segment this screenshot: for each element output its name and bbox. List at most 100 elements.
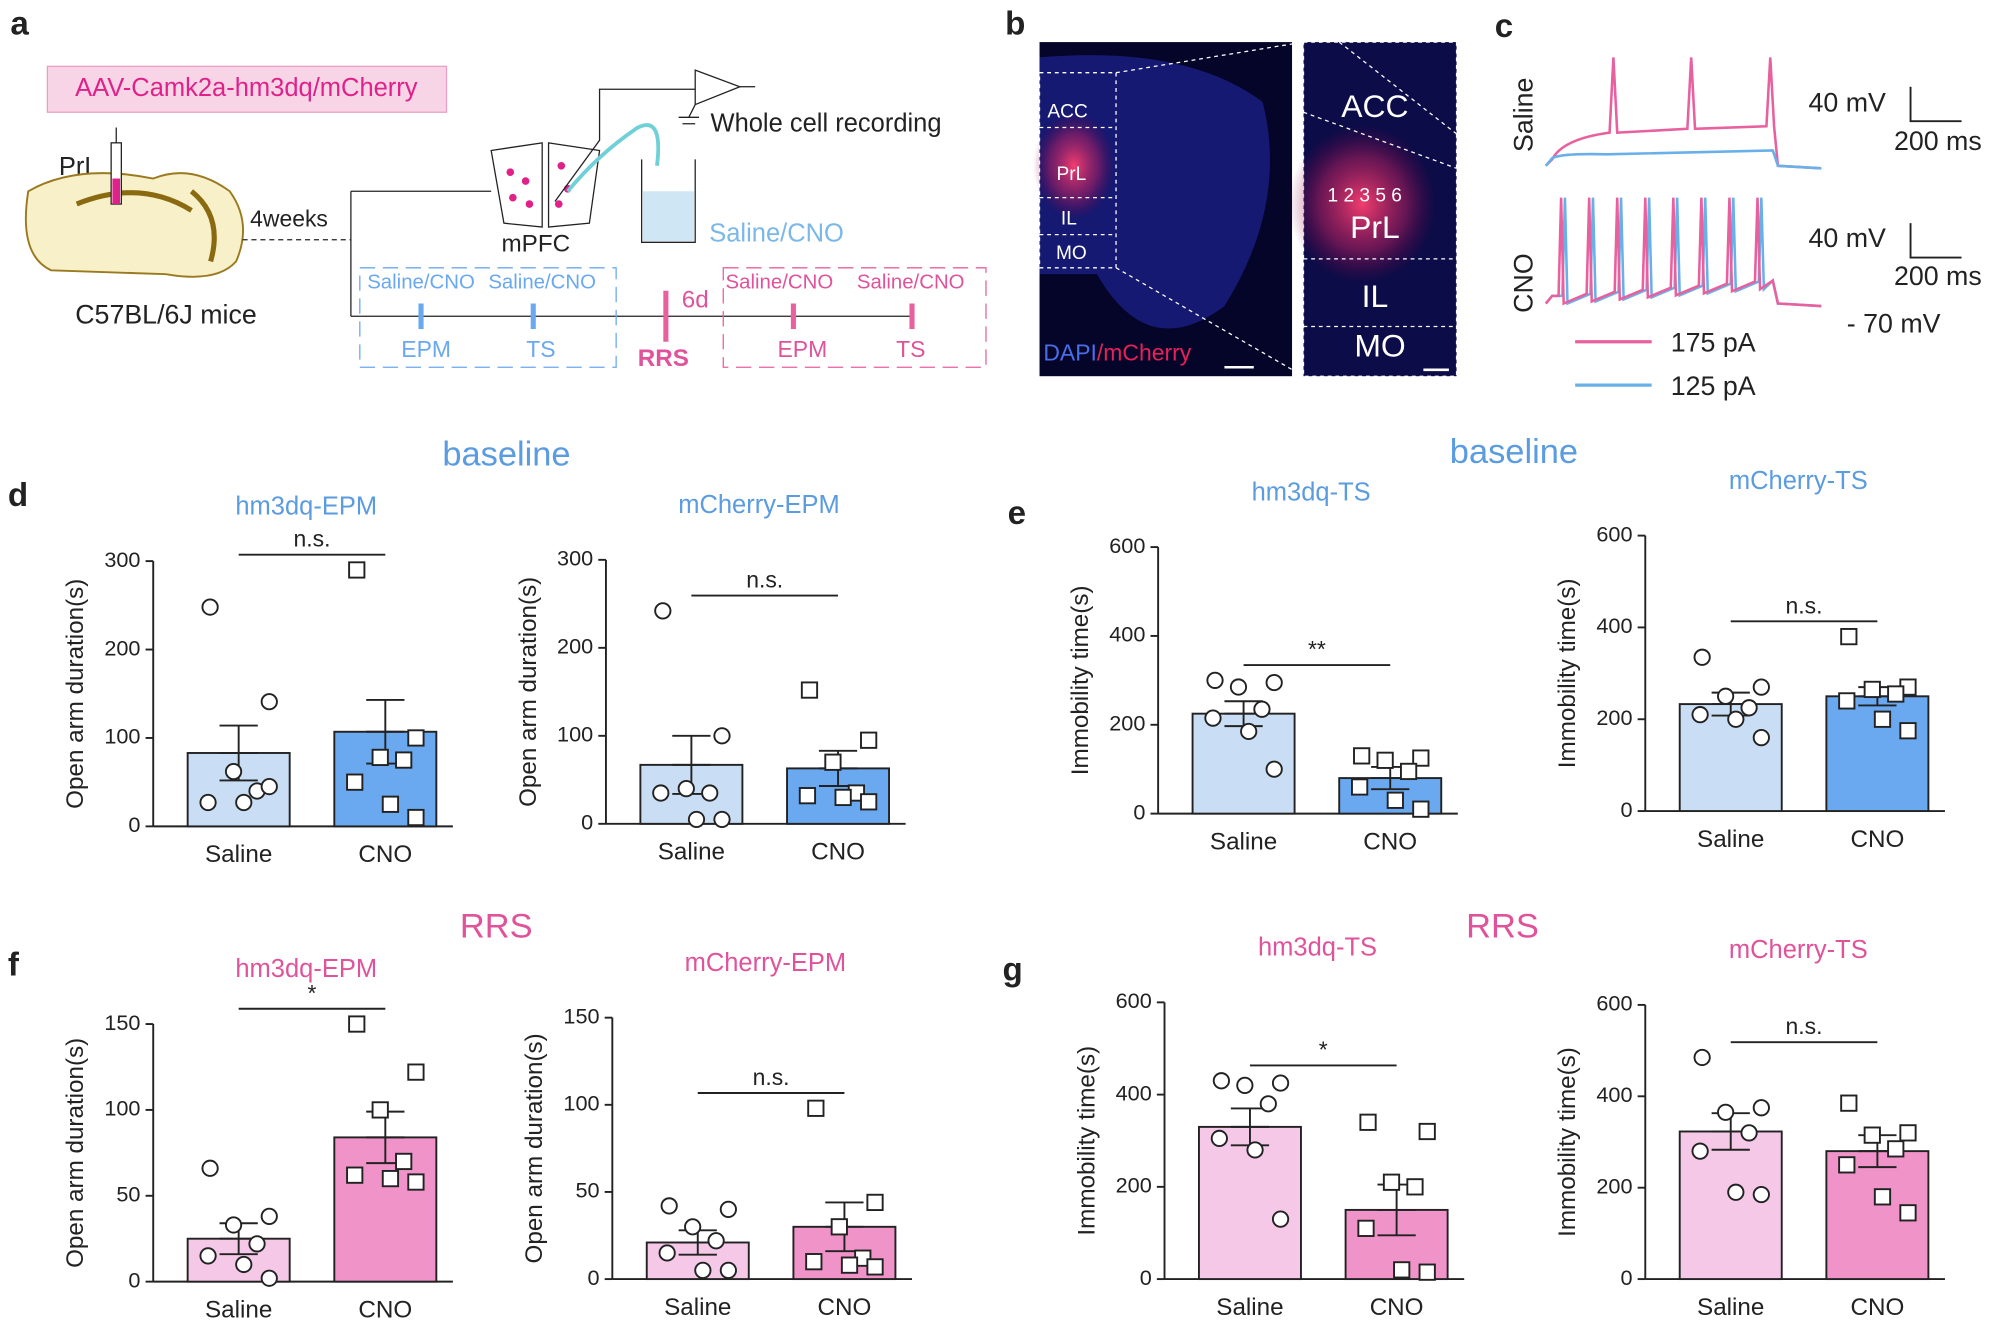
bar-chart: hm3dq-EPM Open arm duration(s) 0 100 200 300 S…: [62, 492, 453, 868]
data-point: [660, 1197, 678, 1215]
x-tick-label: Saline: [664, 1294, 731, 1321]
data-point: [199, 793, 217, 812]
data-point: [201, 598, 219, 616]
y-tick-label: 400: [1596, 613, 1632, 638]
rect: [1038, 72, 1117, 269]
x-tick-label: Saline: [1697, 826, 1764, 853]
circle: [557, 161, 566, 170]
chart-title: mCherry-EPM: [678, 491, 840, 519]
data-point: [260, 777, 278, 796]
significance-label: n.s.: [753, 1064, 790, 1090]
y-tick-label: 150: [563, 1003, 599, 1028]
data-point: [1229, 678, 1248, 696]
data-point: [840, 1256, 859, 1274]
y-tick-label: 300: [104, 547, 140, 572]
test-label: EPM: [401, 336, 451, 362]
x-tick-label: CNO: [1363, 828, 1417, 855]
section-title: RRS: [1466, 907, 1539, 945]
y-axis-label: Open arm duration(s): [521, 1033, 548, 1263]
slice-label: mPFC: [501, 230, 570, 257]
region-label: MO: [1354, 328, 1405, 364]
resting-label: - 70 mV: [1847, 308, 1941, 338]
y-axis-label: Immobility time(s): [1073, 1046, 1100, 1236]
syringe-fluid: [112, 178, 121, 205]
data-point: [235, 1255, 253, 1274]
data-point: [658, 1244, 676, 1262]
data-point: [1353, 747, 1371, 765]
x-tick-label: Saline: [205, 841, 272, 868]
x-tick-label: Saline: [1216, 1294, 1283, 1321]
significance-label: n.s.: [1786, 1013, 1823, 1039]
bar-chart: mCherry-TS Immobility time(s) 0 200 400 600 Sa…: [1554, 936, 1945, 1321]
stain-label: DAPI/mCherry: [1043, 340, 1191, 366]
line: [1115, 267, 1304, 377]
y-axis-label: Immobility time(s): [1554, 578, 1581, 768]
circle: [554, 200, 563, 208]
significance-label: *: [308, 980, 317, 1006]
y-tick-label: 200: [1116, 1173, 1152, 1198]
significance-label: *: [1319, 1036, 1328, 1062]
brain-tract: [75, 189, 217, 263]
stain-mcherry: /mCherry: [1097, 340, 1192, 366]
y-tick-label: 0: [1133, 799, 1145, 824]
y-tick-label: 0: [581, 810, 593, 835]
data-point: [1752, 1185, 1770, 1204]
bar-chart: hm3dq-TS Immobility time(s) 0 200 400 600 Sali…: [1067, 478, 1458, 855]
mice-label: C57BL/6J mice: [75, 299, 256, 329]
trace: [1544, 57, 1822, 170]
data-point: [224, 1216, 243, 1234]
data-point: [1740, 1124, 1758, 1142]
data-point: [1357, 1219, 1375, 1237]
recording-label: Whole cell recording: [711, 110, 942, 138]
x-tick-label: Saline: [205, 1296, 272, 1323]
data-point: [407, 1063, 425, 1081]
data-point: [713, 810, 731, 829]
y-tick-label: 600: [1116, 988, 1152, 1013]
y-tick-label: 100: [557, 722, 593, 747]
chart-title: mCherry-EPM: [685, 949, 847, 977]
test-label: TS: [896, 336, 925, 362]
data-point: [1265, 760, 1283, 778]
data-point: [1693, 648, 1711, 666]
data-point: [1253, 700, 1271, 718]
trace: [1544, 149, 1822, 170]
y-tick-label: 300: [557, 546, 593, 571]
data-point: [1271, 1210, 1290, 1228]
data-point: [830, 1218, 848, 1236]
data-point: [371, 748, 389, 767]
y-tick-label: 200: [104, 635, 140, 660]
data-point: [260, 693, 278, 711]
panel-c: Saline CNO 40 mV 200 ms 40 mV 200 ms - 7…: [1508, 57, 1982, 401]
data-point: [407, 729, 425, 747]
data-point: [1399, 762, 1418, 781]
bar-chart: mCherry-TS Immobility time(s) 0 200 400 600 Sa…: [1554, 467, 1945, 853]
data-point: [1236, 1076, 1254, 1094]
data-point: [807, 1099, 825, 1117]
y-tick-label: 400: [1109, 622, 1145, 647]
data-point: [1899, 1124, 1917, 1142]
panel-b: ACC PrL IL MO DAPI/mCherry ACC PrL IL MO…: [1033, 41, 1458, 377]
data-point: [805, 1253, 823, 1271]
panel-letter: d: [8, 477, 28, 514]
data-point: [1887, 1140, 1905, 1158]
y-tick-label: 600: [1596, 991, 1632, 1016]
bar-chart: mCherry-EPM Open arm duration(s) 0 50 100 150…: [521, 949, 913, 1321]
perfusion-label: Saline/CNO: [709, 219, 844, 247]
data-point: [224, 762, 243, 781]
data-point: [684, 1218, 702, 1236]
scale-bar: [1909, 86, 1962, 123]
data-point: [1717, 687, 1735, 705]
significance-label: n.s.: [1786, 592, 1823, 618]
data-point: [652, 784, 670, 802]
y-axis-label: Open arm duration(s): [62, 579, 89, 809]
y-tick-label: 0: [1620, 1265, 1632, 1290]
data-point: [1376, 751, 1394, 769]
data-point: [371, 1101, 389, 1119]
y-tick-label: 150: [104, 1010, 140, 1035]
bar-chart: hm3dq-EPM Open arm duration(s) 0 50 100 150 Sa…: [62, 955, 453, 1323]
data-point: [1412, 749, 1430, 767]
data-point: [248, 1235, 266, 1253]
data-point: [1359, 1113, 1377, 1131]
data-point: [866, 1193, 884, 1212]
